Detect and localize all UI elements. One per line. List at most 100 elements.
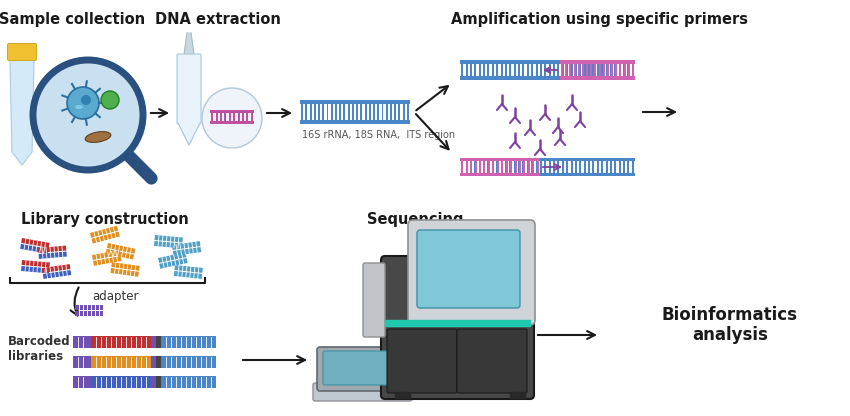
Bar [161, 376, 216, 388]
Bar [501, 161, 502, 173]
Bar [566, 161, 568, 173]
Circle shape [101, 91, 119, 109]
Bar [301, 104, 303, 120]
Bar [615, 161, 616, 173]
Bar [510, 161, 512, 173]
Bar [91, 376, 151, 388]
Bar [211, 112, 213, 121]
Bar [318, 104, 320, 120]
Bar [251, 112, 252, 121]
FancyBboxPatch shape [387, 329, 457, 393]
Polygon shape [21, 260, 50, 267]
Bar [523, 64, 524, 77]
Polygon shape [110, 268, 139, 277]
Bar [479, 64, 481, 77]
Bar [238, 112, 240, 121]
Bar [390, 104, 392, 120]
Circle shape [202, 88, 262, 148]
Ellipse shape [75, 105, 83, 109]
Bar [627, 64, 630, 77]
Bar [527, 64, 529, 77]
Polygon shape [107, 243, 135, 254]
Bar [484, 161, 485, 173]
Bar [305, 104, 308, 120]
Bar [487, 64, 490, 77]
Bar [356, 104, 358, 120]
Bar [506, 161, 507, 173]
Text: 16S rRNA, 18S RNA,  ITS region: 16S rRNA, 18S RNA, ITS region [302, 130, 455, 140]
Bar [623, 161, 625, 173]
Bar [536, 161, 539, 173]
Bar [233, 112, 235, 121]
Ellipse shape [85, 131, 110, 142]
Bar [586, 64, 588, 77]
Bar [466, 64, 468, 77]
Bar [156, 376, 161, 388]
Text: adapter: adapter [92, 290, 139, 303]
Bar [607, 64, 609, 77]
Polygon shape [21, 238, 49, 248]
Bar [403, 104, 405, 120]
Polygon shape [42, 270, 71, 279]
Bar [536, 64, 537, 77]
Bar [73, 376, 91, 388]
Bar [91, 356, 151, 368]
Bar [474, 161, 477, 173]
Bar [492, 161, 494, 173]
Bar [246, 112, 248, 121]
Bar [536, 161, 537, 173]
Bar [524, 161, 525, 173]
Bar [611, 64, 613, 77]
Bar [492, 64, 494, 77]
Bar [492, 161, 495, 173]
Text: Library construction: Library construction [21, 212, 189, 227]
Bar [590, 64, 592, 77]
Bar [544, 161, 547, 173]
Polygon shape [158, 252, 186, 263]
FancyBboxPatch shape [8, 44, 37, 60]
Bar [348, 104, 349, 120]
Polygon shape [111, 262, 139, 271]
Bar [513, 161, 516, 173]
Bar [619, 64, 620, 77]
Bar [331, 104, 332, 120]
Bar [229, 112, 231, 121]
Bar [574, 64, 575, 77]
Bar [151, 356, 156, 368]
Polygon shape [184, 33, 194, 55]
Bar [562, 64, 564, 77]
Bar [601, 161, 603, 173]
Bar [603, 64, 604, 77]
Bar [544, 64, 547, 77]
Bar [509, 161, 512, 173]
Bar [580, 161, 581, 173]
Polygon shape [10, 59, 34, 165]
Bar [510, 392, 525, 398]
Bar [540, 64, 542, 77]
Bar [624, 64, 626, 77]
Bar [487, 161, 490, 173]
Bar [479, 161, 481, 173]
Polygon shape [174, 271, 202, 279]
Bar [570, 64, 573, 77]
Bar [365, 104, 366, 120]
Bar [210, 121, 254, 124]
Bar [565, 64, 567, 77]
Polygon shape [90, 226, 118, 238]
Bar [483, 161, 485, 173]
Bar [322, 104, 324, 120]
Bar [605, 161, 608, 173]
Text: Bioinformatics
analysis: Bioinformatics analysis [662, 306, 798, 344]
Bar [161, 356, 216, 368]
Polygon shape [42, 264, 71, 273]
Bar [570, 161, 573, 173]
Bar [519, 161, 521, 173]
Bar [161, 336, 216, 348]
Bar [532, 161, 535, 173]
Bar [210, 110, 254, 112]
Bar [528, 161, 530, 173]
Bar [385, 320, 530, 326]
Bar [505, 161, 507, 173]
Bar [580, 64, 581, 77]
Circle shape [33, 60, 143, 170]
